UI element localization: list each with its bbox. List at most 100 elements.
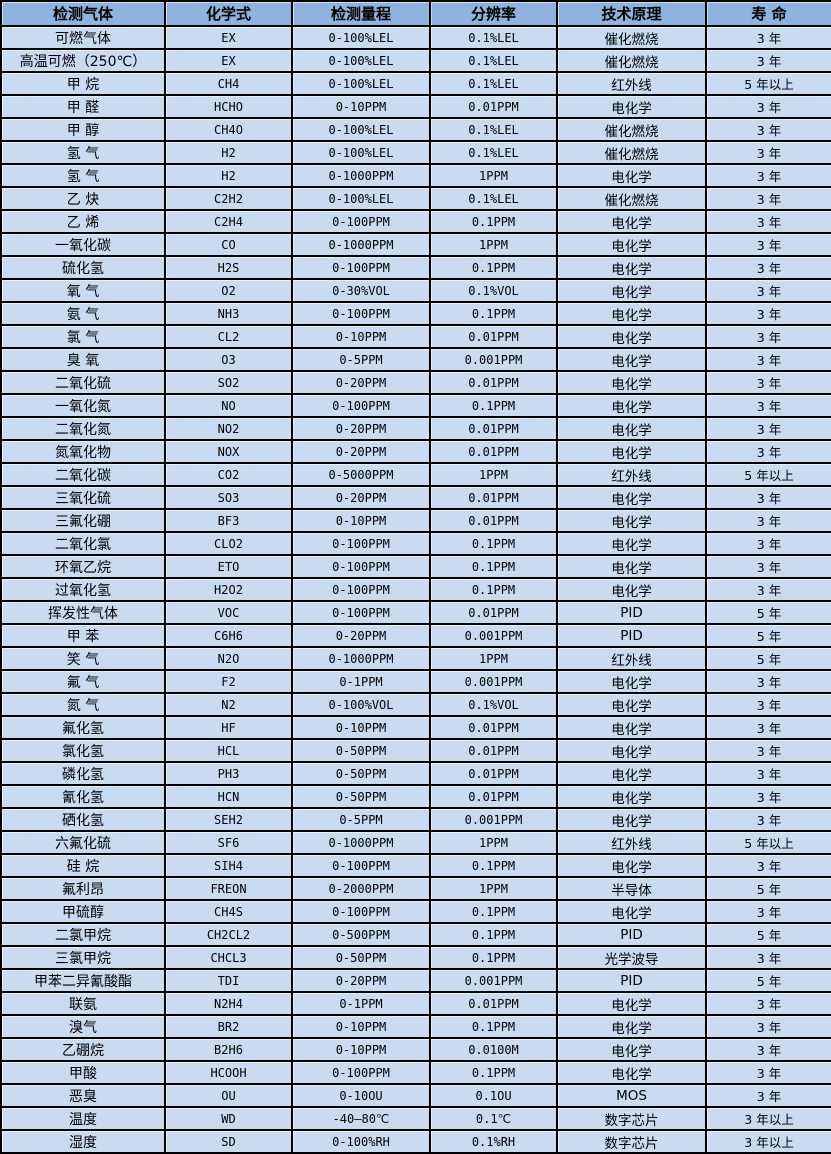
resolution-cell: 0.01PPM bbox=[429, 600, 558, 625]
resolution-cell: 0.1PPM bbox=[429, 1060, 558, 1085]
table-row: 二氧化硫 SO2 0-20PPM 0.01PPM 电化学 3 年 bbox=[0, 370, 831, 395]
lifespan-cell: 3 年 bbox=[705, 393, 831, 418]
lifespan-cell: 5 年以上 bbox=[705, 462, 831, 487]
resolution-cell: 1PPM bbox=[429, 163, 558, 188]
resolution-cell: 0.1%LEL bbox=[429, 48, 558, 73]
principle-cell: 电化学 bbox=[556, 232, 707, 257]
principle-cell: 电化学 bbox=[556, 738, 707, 763]
gas-name-cell: 甲 醇 bbox=[0, 117, 166, 142]
table-row: 甲 苯 C6H6 0-20PPM 0.001PPM PID 5 年 bbox=[0, 623, 831, 648]
formula-cell: SIH4 bbox=[164, 853, 293, 878]
resolution-cell: 0.1%LEL bbox=[429, 140, 558, 165]
gas-name-cell: 二氯甲烷 bbox=[0, 922, 166, 947]
range-cell: 0-100%LEL bbox=[291, 117, 431, 142]
table-row: 甲 烷 CH4 0-100%LEL 0.1%LEL 红外线 5 年以上 bbox=[0, 71, 831, 96]
principle-cell: 电化学 bbox=[556, 1060, 707, 1085]
range-cell: 0-1000PPM bbox=[291, 646, 431, 671]
principle-cell: 电化学 bbox=[556, 439, 707, 464]
formula-cell: B2H6 bbox=[164, 1037, 293, 1062]
gas-name-cell: 可燃气体 bbox=[0, 25, 166, 50]
resolution-cell: 0.001PPM bbox=[429, 669, 558, 694]
resolution-cell: 0.001PPM bbox=[429, 968, 558, 993]
range-cell: 0-100%RH bbox=[291, 1129, 431, 1154]
principle-cell: 电化学 bbox=[556, 94, 707, 119]
gas-name-cell: 笑 气 bbox=[0, 646, 166, 671]
principle-cell: 电化学 bbox=[556, 255, 707, 280]
table-row: 甲酸 HCOOH 0-100PPM 0.1PPM 电化学 3 年 bbox=[0, 1060, 831, 1085]
range-cell: 0-100%LEL bbox=[291, 186, 431, 211]
range-cell: 0-20PPM bbox=[291, 416, 431, 441]
resolution-cell: 0.1PPM bbox=[429, 393, 558, 418]
formula-cell: CO bbox=[164, 232, 293, 257]
range-cell: 0-100PPM bbox=[291, 853, 431, 878]
formula-cell: CH4O bbox=[164, 117, 293, 142]
principle-cell: PID bbox=[556, 623, 707, 648]
range-cell: -40—80℃ bbox=[291, 1106, 431, 1131]
gas-name-cell: 三氯甲烷 bbox=[0, 945, 166, 970]
formula-cell: H2 bbox=[164, 163, 293, 188]
lifespan-cell: 3 年 bbox=[705, 140, 831, 165]
range-cell: 0-20PPM bbox=[291, 439, 431, 464]
resolution-cell: 0.1PPM bbox=[429, 853, 558, 878]
range-cell: 0-100PPM bbox=[291, 554, 431, 579]
gas-name-cell: 三氟化硼 bbox=[0, 508, 166, 533]
lifespan-cell: 5 年 bbox=[705, 623, 831, 648]
gas-name-cell: 二氧化硫 bbox=[0, 370, 166, 395]
gas-name-cell: 联氨 bbox=[0, 991, 166, 1016]
gas-name-cell: 二氧化氮 bbox=[0, 416, 166, 441]
range-cell: 0-50PPM bbox=[291, 784, 431, 809]
lifespan-cell: 3 年以上 bbox=[705, 1106, 831, 1131]
col-header-detection-range: 检测量程 bbox=[291, 0, 431, 27]
resolution-cell: 0.1OU bbox=[429, 1083, 558, 1108]
gas-name-cell: 溴气 bbox=[0, 1014, 166, 1039]
formula-cell: EX bbox=[164, 48, 293, 73]
table-row: 氮 气 N2 0-100%VOL 0.1%VOL 电化学 3 年 bbox=[0, 692, 831, 717]
header-row: 检测气体 化学式 检测量程 分辨率 技术原理 寿 命 bbox=[0, 0, 831, 27]
formula-cell: NOX bbox=[164, 439, 293, 464]
principle-cell: MOS bbox=[556, 1083, 707, 1108]
lifespan-cell: 3 年 bbox=[705, 209, 831, 234]
range-cell: 0-100%LEL bbox=[291, 140, 431, 165]
table-row: 一氧化碳 CO 0-1000PPM 1PPM 电化学 3 年 bbox=[0, 232, 831, 257]
table-row: 氯化氢 HCL 0-50PPM 0.01PPM 电化学 3 年 bbox=[0, 738, 831, 763]
table-row: 氢 气 H2 0-1000PPM 1PPM 电化学 3 年 bbox=[0, 163, 831, 188]
table-row: 六氟化硫 SF6 0-1000PPM 1PPM 红外线 5 年以上 bbox=[0, 830, 831, 855]
principle-cell: 电化学 bbox=[556, 393, 707, 418]
range-cell: 0-50PPM bbox=[291, 945, 431, 970]
gas-name-cell: 氰化氢 bbox=[0, 784, 166, 809]
principle-cell: 红外线 bbox=[556, 646, 707, 671]
table-row: 氢 气 H2 0-100%LEL 0.1%LEL 催化燃烧 3 年 bbox=[0, 140, 831, 165]
formula-cell: SO3 bbox=[164, 485, 293, 510]
resolution-cell: 1PPM bbox=[429, 232, 558, 257]
lifespan-cell: 3 年以上 bbox=[705, 1129, 831, 1154]
resolution-cell: 0.1PPM bbox=[429, 531, 558, 556]
col-header-gas-name: 检测气体 bbox=[0, 0, 166, 27]
formula-cell: NH3 bbox=[164, 301, 293, 326]
gas-name-cell: 氟利昂 bbox=[0, 876, 166, 901]
range-cell: 0-100PPM bbox=[291, 1060, 431, 1085]
formula-cell: EX bbox=[164, 25, 293, 50]
table-header: 检测气体 化学式 检测量程 分辨率 技术原理 寿 命 bbox=[0, 0, 831, 27]
formula-cell: CLO2 bbox=[164, 531, 293, 556]
resolution-cell: 1PPM bbox=[429, 646, 558, 671]
principle-cell: 电化学 bbox=[556, 991, 707, 1016]
lifespan-cell: 3 年 bbox=[705, 232, 831, 257]
principle-cell: 电化学 bbox=[556, 899, 707, 924]
lifespan-cell: 3 年 bbox=[705, 531, 831, 556]
resolution-cell: 0.1%LEL bbox=[429, 117, 558, 142]
formula-cell: WD bbox=[164, 1106, 293, 1131]
resolution-cell: 0.01PPM bbox=[429, 784, 558, 809]
resolution-cell: 0.0100M bbox=[429, 1037, 558, 1062]
gas-name-cell: 二氧化氯 bbox=[0, 531, 166, 556]
range-cell: 0-2000PPM bbox=[291, 876, 431, 901]
lifespan-cell: 3 年 bbox=[705, 991, 831, 1016]
table-row: 氯 气 CL2 0-10PPM 0.01PPM 电化学 3 年 bbox=[0, 324, 831, 349]
formula-cell: N2 bbox=[164, 692, 293, 717]
formula-cell: TDI bbox=[164, 968, 293, 993]
principle-cell: 电化学 bbox=[556, 554, 707, 579]
gas-name-cell: 甲 醛 bbox=[0, 94, 166, 119]
col-header-lifespan: 寿 命 bbox=[705, 0, 831, 27]
formula-cell: BF3 bbox=[164, 508, 293, 533]
gas-name-cell: 一氧化氮 bbox=[0, 393, 166, 418]
